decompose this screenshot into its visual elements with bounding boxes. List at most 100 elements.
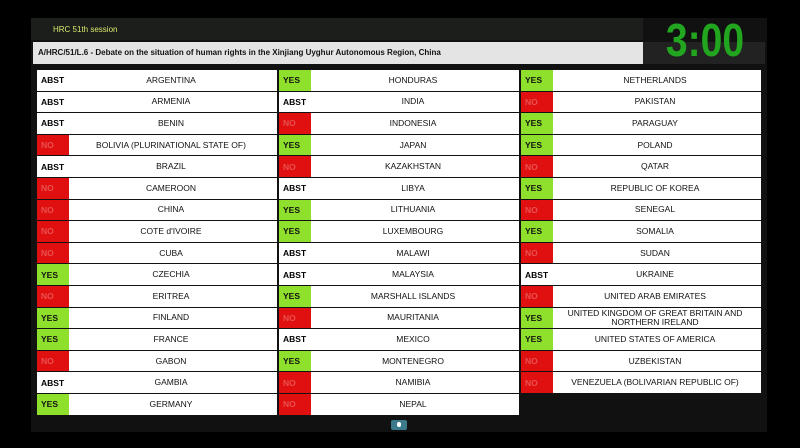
country-name: ARGENTINA: [146, 74, 196, 85]
vote-column: ABST ARGENTINA ABST ARMENIA ABST BENIN NO BOLIV…: [37, 70, 277, 416]
vote-badge: NO: [37, 199, 69, 221]
vote-badge: ABST: [279, 264, 311, 285]
vote-row: NO ERITREA: [37, 285, 277, 307]
vote-badge: NO: [37, 134, 69, 156]
country-name: PARAGUAY: [632, 117, 678, 128]
countdown-timer: 3:00: [665, 14, 745, 66]
vote-badge: ABST: [37, 70, 69, 91]
country-name: NEPAL: [399, 398, 427, 409]
vote-badge: YES: [521, 113, 553, 134]
vote-row: YES PARAGUAY: [521, 113, 761, 134]
vote-badge: NO: [37, 177, 69, 199]
vote-row: ABST UKRAINE: [521, 264, 761, 285]
vote-row: YES UNITED STATES OF AMERICA: [521, 329, 761, 350]
vote-row: ABST ARMENIA: [37, 91, 277, 113]
vote-row: YES MARSHALL ISLANDS: [279, 285, 519, 307]
country-name: MAURITANIA: [387, 312, 439, 323]
vote-row: NO NAMIBIA: [279, 372, 519, 393]
vote-badge: NO: [279, 156, 311, 177]
vote-row: YES FRANCE: [37, 329, 277, 350]
vote-row: YES JAPAN: [279, 134, 519, 156]
vote-row: NO GABON: [37, 350, 277, 372]
vote-badge: YES: [279, 199, 311, 221]
vote-row: NO QATAR: [521, 156, 761, 177]
vote-row: YES GERMANY: [37, 393, 277, 415]
vote-badge: NO: [37, 285, 69, 307]
vote-badge: NO: [521, 350, 553, 372]
country-name: POLAND: [637, 139, 673, 150]
vote-badge: YES: [37, 264, 69, 285]
vote-row: NO PAKISTAN: [521, 91, 761, 113]
vote-badge: YES: [279, 70, 311, 91]
vote-row: NO CUBA: [37, 242, 277, 264]
vote-row: YES SOMALIA: [521, 221, 761, 242]
country-name: NETHERLANDS: [623, 74, 687, 85]
vote-row: ABST MEXICO: [279, 329, 519, 350]
vote-row: YES UNITED KINGDOM OF GREAT BRITAIN AND N…: [521, 307, 761, 329]
vote-row: ABST MALAWI: [279, 242, 519, 264]
vote-row: YES NETHERLANDS: [521, 70, 761, 91]
country-name: INDONESIA: [389, 117, 437, 128]
vote-row: NO NEPAL: [279, 393, 519, 415]
vote-row: NO COTE d'IVOIRE: [37, 221, 277, 242]
country-name: CAMEROON: [145, 182, 197, 193]
country-name: JAPAN: [399, 139, 427, 150]
vote-badge: YES: [521, 329, 553, 350]
country-name: FRANCE: [153, 333, 189, 344]
country-name: MALAWI: [396, 247, 430, 258]
country-name: SUDAN: [640, 247, 670, 258]
scroll-handle-icon[interactable]: [391, 420, 407, 430]
vote-column: YES HONDURAS ABST INDIA NO INDONESIA YES JAPAN N…: [279, 70, 519, 416]
vote-badge: NO: [521, 91, 553, 113]
vote-badge: NO: [37, 242, 69, 264]
vote-badge: YES: [279, 350, 311, 372]
country-name: UNITED KINGDOM OF GREAT BRITAIN AND NORT…: [567, 307, 743, 327]
country-name: SENEGAL: [634, 204, 676, 215]
vote-row: ABST GAMBIA: [37, 372, 277, 393]
vote-badge: YES: [279, 221, 311, 242]
country-name: INDIA: [401, 96, 425, 107]
vote-badge: NO: [37, 221, 69, 242]
vote-badge: YES: [279, 134, 311, 156]
country-name: GAMBIA: [154, 377, 188, 388]
vote-row: ABST INDIA: [279, 91, 519, 113]
vote-badge: ABST: [521, 264, 553, 285]
vote-badge: NO: [279, 307, 311, 329]
vote-row: NO KAZAKHSTAN: [279, 156, 519, 177]
country-name: BENIN: [158, 117, 184, 128]
vote-badge: ABST: [279, 91, 311, 113]
vote-badge: ABST: [37, 113, 69, 134]
vote-badge: NO: [521, 372, 553, 393]
country-name: BOLIVIA (PLURINATIONAL STATE OF): [96, 139, 246, 150]
vote-row: YES LITHUANIA: [279, 199, 519, 221]
vote-badge: NO: [521, 242, 553, 264]
vote-badge: NO: [37, 350, 69, 372]
vote-badge: ABST: [37, 91, 69, 113]
country-name: CHINA: [157, 204, 185, 215]
vote-badge: YES: [37, 393, 69, 415]
country-name: SOMALIA: [636, 225, 674, 236]
country-name: GABON: [155, 355, 187, 366]
vote-badge: ABST: [279, 242, 311, 264]
country-name: UNITED STATES OF AMERICA: [594, 333, 716, 344]
country-name: ERITREA: [152, 290, 190, 301]
vote-badge: YES: [279, 285, 311, 307]
vote-row: NO SUDAN: [521, 242, 761, 264]
vote-row: ABST BRAZIL: [37, 156, 277, 177]
vote-row: YES MONTENEGRO: [279, 350, 519, 372]
country-name: UKRAINE: [636, 269, 674, 280]
country-name: CZECHIA: [152, 269, 190, 280]
country-name: HONDURAS: [388, 74, 438, 85]
country-name: BRAZIL: [156, 161, 186, 172]
vote-badge: NO: [279, 113, 311, 134]
country-name: NAMIBIA: [395, 377, 431, 388]
vote-row: YES FINLAND: [37, 307, 277, 329]
vote-row: ABST LIBYA: [279, 177, 519, 199]
vote-row: NO INDONESIA: [279, 113, 519, 134]
vote-badge: YES: [37, 307, 69, 329]
vote-badge: YES: [521, 221, 553, 242]
country-name: MALAYSIA: [392, 269, 434, 280]
country-name: GERMANY: [149, 398, 193, 409]
vote-badge: YES: [521, 177, 553, 199]
vote-row: ABST ARGENTINA: [37, 70, 277, 91]
